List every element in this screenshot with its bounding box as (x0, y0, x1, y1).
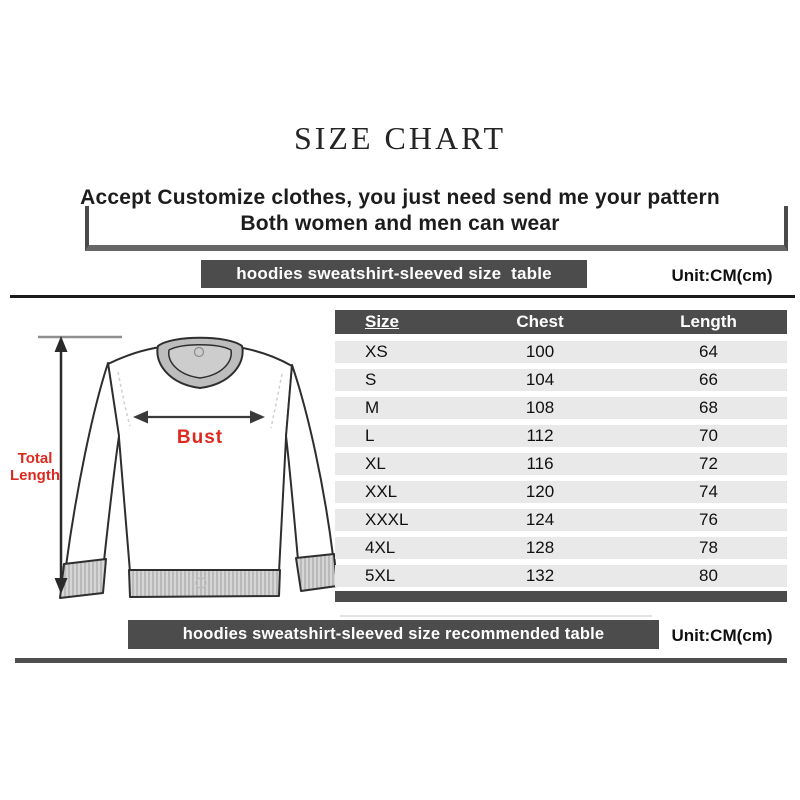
table-row: XXL 120 74 (335, 481, 787, 503)
notice-line-2: Both women and men can wear (240, 212, 560, 235)
cell-length: 64 (699, 342, 718, 361)
table-row: XXXL 124 76 (335, 509, 787, 531)
cell-length: 70 (699, 426, 718, 445)
cell-size: XXL (365, 482, 398, 501)
cell-length: 66 (699, 370, 718, 389)
sweatshirt-drawing (59, 336, 338, 599)
cell-chest: 100 (525, 342, 555, 361)
cell-chest: 116 (526, 454, 554, 473)
cell-length: 68 (699, 398, 718, 417)
notice-line-1: Accept Customize clothes, you just need … (80, 186, 720, 209)
divider-line-top (10, 295, 795, 298)
total-length-label: Total Length (10, 450, 60, 484)
cell-length: 74 (699, 482, 718, 501)
table-row: XS 100 64 (335, 341, 787, 363)
cell-size: L (365, 426, 375, 445)
notice-box (85, 206, 788, 251)
recommended-table-bar-label: hoodies sweatshirt-sleeved size recommen… (128, 620, 659, 649)
size-table-header: Size Chest Length (335, 310, 787, 334)
notice-text: Accept Customize clothes, you just need … (0, 185, 800, 237)
table-row: M 108 68 (335, 397, 787, 419)
unit-label-bottom: Unit:CM(cm) (671, 626, 773, 645)
table-row: 4XL 128 78 (335, 537, 787, 559)
cell-size: XXXL (365, 510, 409, 529)
cell-length: 76 (699, 510, 718, 529)
header-length: Length (680, 312, 737, 331)
table-row: S 104 66 (335, 369, 787, 391)
cell-size: M (365, 398, 380, 417)
bust-arrow (133, 410, 265, 424)
unit-label-top: Unit:CM(cm) (671, 266, 773, 285)
cell-chest: 112 (526, 426, 554, 445)
divider-line-bottom (15, 658, 787, 663)
size-table: Size Chest Length XS 100 64 S 104 66 M 1… (335, 310, 787, 602)
divider-line-faint (340, 615, 652, 617)
cell-chest: 120 (525, 482, 555, 501)
table-row: 5XL 132 80 (335, 565, 787, 587)
cell-chest: 132 (525, 566, 555, 585)
cell-size: XS (365, 342, 388, 361)
total-length-arrow (38, 335, 122, 594)
sweatshirt-measurement-diagram (38, 335, 338, 599)
cell-length: 72 (699, 454, 718, 473)
page-title: SIZE CHART (293, 120, 507, 156)
cell-length: 80 (699, 566, 718, 585)
table-row: L 112 70 (335, 425, 787, 447)
cell-size: XL (365, 454, 386, 473)
cell-chest: 104 (525, 370, 555, 389)
header-chest: Chest (516, 312, 564, 331)
cell-length: 78 (699, 538, 718, 557)
cell-chest: 124 (525, 510, 555, 529)
cell-size: S (365, 370, 377, 389)
table-footer-bar (335, 591, 787, 602)
cell-size: 4XL (365, 538, 396, 557)
bust-label: Bust (176, 427, 224, 448)
cell-size: 5XL (365, 566, 396, 585)
cell-chest: 108 (525, 398, 555, 417)
size-table-rows: XS 100 64 S 104 66 M 108 68 L 112 70 XL (335, 341, 787, 587)
size-table-bar-label: hoodies sweatshirt-sleeved size table (201, 260, 587, 288)
table-row: XL 116 72 (335, 453, 787, 475)
cell-chest: 128 (525, 538, 555, 557)
header-size: Size (365, 312, 400, 331)
